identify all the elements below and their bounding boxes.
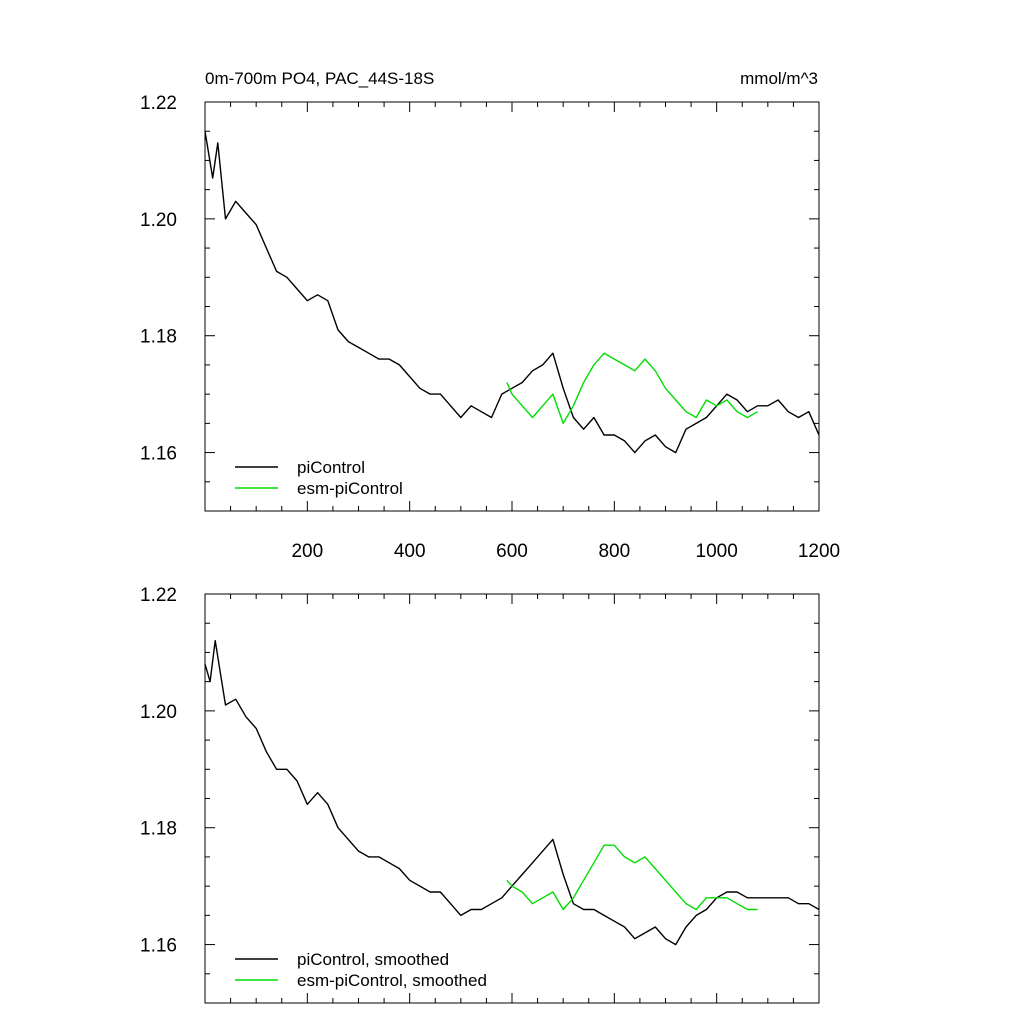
x-tick-label: 800 xyxy=(598,541,630,562)
y-tick-label: 1.22 xyxy=(140,585,177,606)
legend-label: piControl, smoothed xyxy=(297,950,449,969)
x-tick-label: 1000 xyxy=(696,541,738,562)
x-tick-label: 600 xyxy=(496,541,528,562)
series-line-esm-picontrol xyxy=(506,844,758,911)
y-tick-label: 1.20 xyxy=(140,702,177,723)
y-tick-label: 1.16 xyxy=(140,936,177,957)
x-tick-label: 400 xyxy=(394,541,426,562)
bottom-panel-ticks: 1.16 1.18 1.20 1.22 xyxy=(140,585,819,1003)
series-line-picontrol xyxy=(204,640,820,946)
bottom-panel-legend: piControl, smoothed esm-piControl, smooth… xyxy=(235,950,487,990)
legend-label: piControl xyxy=(297,458,365,477)
y-tick-label: 1.20 xyxy=(140,210,177,231)
legend-label: esm-piControl xyxy=(297,479,403,498)
y-tick-label: 1.18 xyxy=(140,327,177,348)
bottom-panel: 1.16 1.18 1.20 1.22 piControl, smoothed esm-… xyxy=(140,585,820,1004)
y-tick-label: 1.22 xyxy=(140,93,177,114)
series-line-esm-picontrol xyxy=(506,352,758,425)
legend-label: esm-piControl, smoothed xyxy=(297,971,487,990)
x-tick-label: 200 xyxy=(291,541,323,562)
top-panel-legend: piControl esm-piControl xyxy=(235,458,403,498)
series-line-picontrol xyxy=(204,131,820,454)
top-panel-frame xyxy=(204,101,820,512)
y-tick-label: 1.18 xyxy=(140,819,177,840)
top-panel-lines xyxy=(204,131,820,454)
x-tick-label: 1200 xyxy=(798,541,840,562)
units-label: mmol/m^3 xyxy=(740,69,818,88)
y-tick-label: 1.16 xyxy=(140,444,177,465)
chart-title: 0m-700m PO4, PAC_44S-18S xyxy=(205,69,434,88)
bottom-panel-frame xyxy=(204,593,820,1004)
top-panel: 1.16 1.18 1.20 1.22 200 400 600 800 1000 1200 piC… xyxy=(140,93,840,562)
top-panel-ticks: 1.16 1.18 1.20 1.22 200 400 600 800 1000 1200 xyxy=(140,93,840,562)
bottom-panel-lines xyxy=(204,640,820,946)
